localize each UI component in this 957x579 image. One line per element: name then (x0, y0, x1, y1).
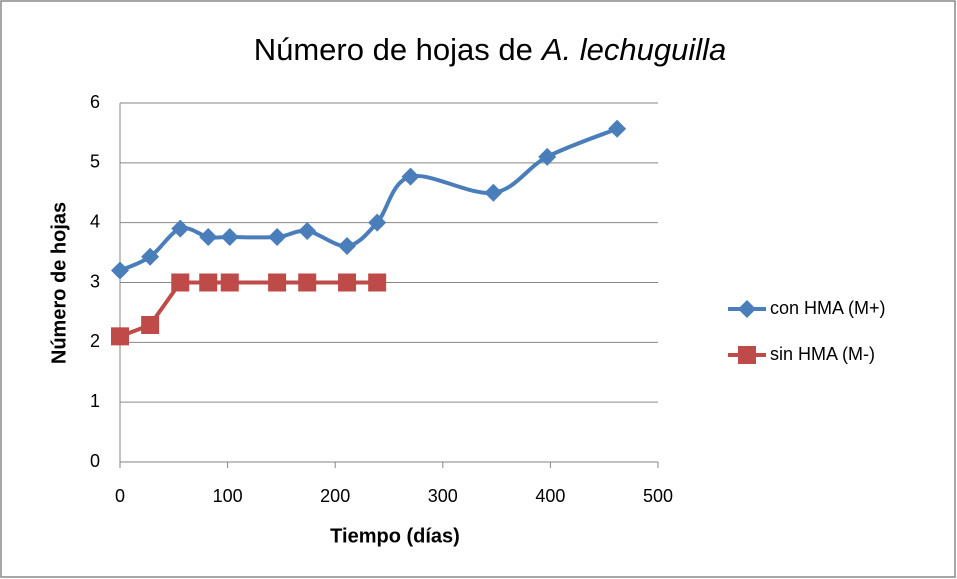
y-tick-label: 4 (90, 211, 100, 231)
x-tick-label: 400 (535, 486, 565, 506)
x-tick-label: 0 (115, 486, 125, 506)
marker (538, 147, 557, 166)
y-tick-label: 5 (90, 152, 100, 172)
x-tick-label: 500 (643, 486, 673, 506)
marker (141, 247, 160, 266)
marker (199, 228, 218, 247)
x-tick-label: 100 (213, 486, 243, 506)
marker (111, 327, 129, 346)
y-tick-label: 1 (90, 391, 100, 411)
marker (268, 228, 287, 247)
title-text: Número de hojas de (254, 32, 533, 67)
y-tick-label: 0 (90, 451, 100, 471)
marker (298, 222, 317, 241)
legend-label: sin HMA (M-) (770, 344, 875, 364)
chart-title: Número de hojas de A. lechuguilla (254, 32, 727, 67)
x-tick-label: 200 (320, 486, 350, 506)
marker (368, 273, 387, 292)
marker (608, 119, 627, 138)
legend-label: con HMA (M+) (770, 298, 886, 318)
marker (368, 213, 387, 232)
marker (484, 183, 503, 202)
marker (220, 273, 239, 292)
marker (298, 273, 317, 292)
y-tick-label: 2 (90, 331, 100, 351)
title-italic: A. lechuguilla (540, 32, 726, 67)
marker (268, 273, 287, 292)
y-axis-label: Número de hojas (48, 202, 70, 364)
y-tick-label: 3 (90, 271, 100, 291)
marker (738, 346, 756, 364)
marker (171, 273, 190, 292)
marker (220, 228, 239, 247)
marker (738, 300, 756, 318)
marker (111, 261, 129, 280)
y-tick-label: 6 (90, 92, 100, 112)
marker (141, 315, 160, 334)
marker (171, 219, 190, 238)
marker (338, 273, 357, 292)
marker (401, 167, 420, 186)
marker (199, 273, 218, 292)
x-axis-label: Tiempo (días) (330, 525, 460, 547)
marker (338, 237, 357, 256)
x-tick-label: 300 (428, 486, 458, 506)
